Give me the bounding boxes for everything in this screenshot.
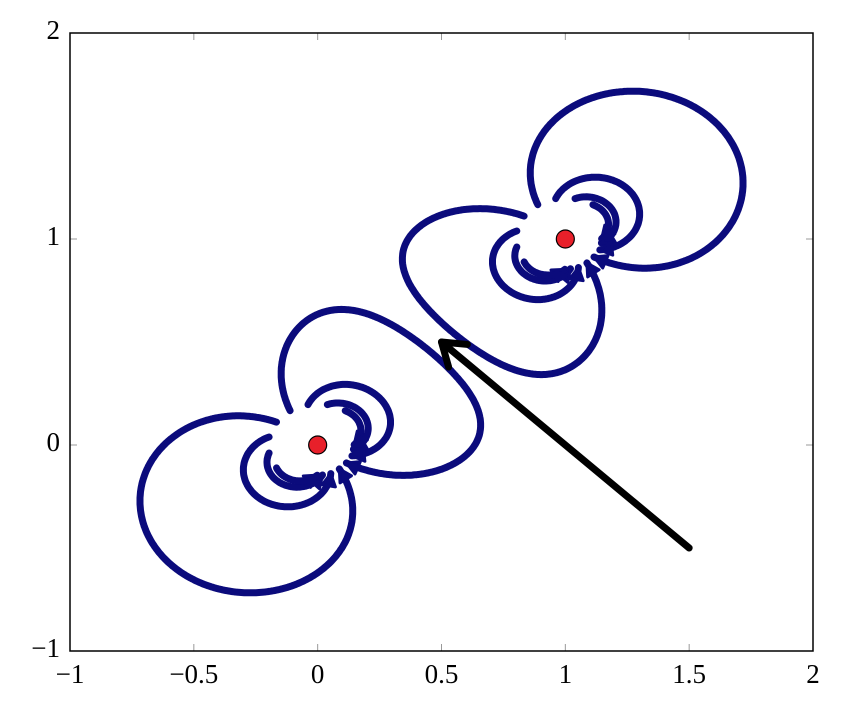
y-tick-label: −1 <box>31 633 60 663</box>
field-arrowhead <box>301 473 319 489</box>
arrow <box>438 338 693 552</box>
plot-frame <box>69 32 814 652</box>
field-line <box>552 173 644 254</box>
field-line <box>398 205 606 379</box>
field-arrowhead <box>598 240 615 257</box>
field-arrowhead <box>350 446 367 463</box>
y-tick-label: 1 <box>47 221 61 251</box>
y-tick-label: 0 <box>47 427 61 457</box>
field-arrowhead <box>585 261 601 279</box>
field-line <box>277 305 485 479</box>
field-arrowhead <box>320 472 337 489</box>
x-tick-label: 2 <box>806 659 820 689</box>
x-tick-label: 1 <box>559 659 573 689</box>
foreground: −1 −0.5 0 0.5 1 1.5 2 −1 0 1 2 <box>31 15 819 689</box>
charge-point <box>555 229 575 249</box>
x-tick-label: 1.5 <box>672 659 706 689</box>
y-tick-label: 2 <box>47 15 61 45</box>
x-tick-label: −1 <box>56 659 85 689</box>
field-line <box>489 227 582 304</box>
field-line <box>304 380 394 460</box>
charge-point <box>308 435 328 455</box>
field-arrowhead <box>568 265 585 283</box>
field-arrowhead <box>549 267 567 283</box>
field-line <box>239 433 335 511</box>
field-line <box>526 87 747 272</box>
x-tick-label: 0.5 <box>425 659 459 689</box>
field-arrowhead <box>337 467 353 485</box>
field-lines <box>136 87 747 597</box>
x-tick-label: 0 <box>311 659 325 689</box>
field-arrowhead <box>344 460 362 476</box>
field-line <box>136 412 357 597</box>
field-arrowhead <box>592 254 610 270</box>
arrow-head <box>438 338 471 371</box>
x-tick-label: −0.5 <box>169 659 218 689</box>
